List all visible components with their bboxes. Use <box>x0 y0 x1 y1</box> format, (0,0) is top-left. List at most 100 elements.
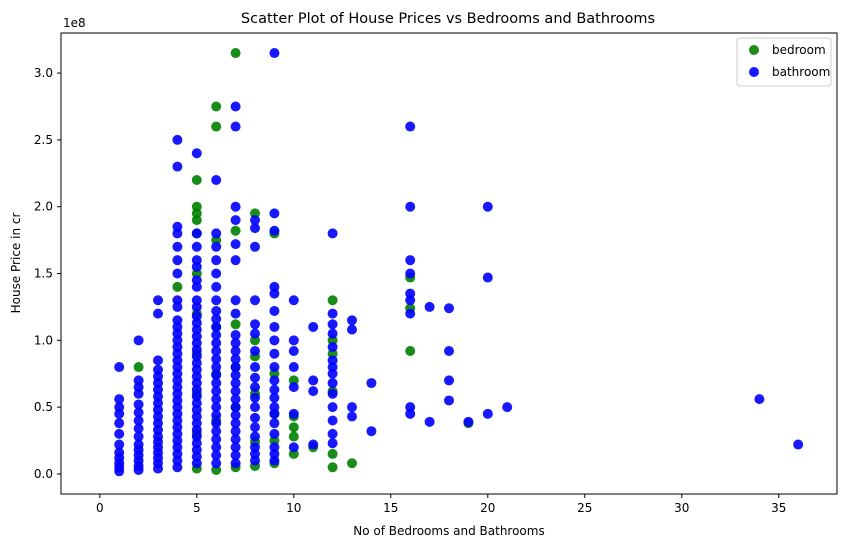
point-bathroom <box>230 215 241 226</box>
point-bathroom <box>191 148 202 159</box>
point-bathroom <box>211 378 222 389</box>
point-bathroom <box>153 295 163 306</box>
point-bathroom <box>230 402 241 413</box>
point-bathroom <box>230 386 241 397</box>
point-bathroom <box>211 418 222 429</box>
point-bathroom <box>366 378 377 389</box>
point-bedroom <box>327 295 338 306</box>
point-bathroom <box>288 442 299 453</box>
x-tick-label: 20 <box>480 501 495 515</box>
point-bathroom <box>288 382 299 393</box>
point-bathroom <box>191 295 202 306</box>
y-tick-label: 2.5 <box>34 133 53 147</box>
point-bathroom <box>230 418 241 429</box>
point-bathroom <box>191 275 202 286</box>
point-bathroom <box>250 372 260 383</box>
point-bathroom <box>211 281 222 292</box>
point-bathroom <box>211 402 222 413</box>
point-bathroom <box>230 121 241 132</box>
legend-marker-bathroom <box>749 67 759 77</box>
point-bathroom <box>269 442 280 453</box>
legend-label-bathroom: bathroom <box>772 65 830 79</box>
point-bathroom <box>405 121 416 132</box>
point-bathroom <box>230 410 241 421</box>
point-bathroom <box>250 442 260 453</box>
point-bathroom <box>250 223 260 234</box>
point-bathroom <box>444 395 454 406</box>
point-bedroom <box>191 201 202 212</box>
point-bathroom <box>405 308 416 319</box>
legend: bedroom bathroom <box>736 37 832 87</box>
point-bathroom <box>211 329 222 340</box>
point-bathroom <box>482 201 493 212</box>
point-bathroom <box>211 268 222 279</box>
point-bathroom <box>405 268 416 279</box>
y-axis-offset-text: 1e8 <box>63 16 86 30</box>
point-bathroom <box>114 418 125 429</box>
point-bathroom <box>250 382 260 393</box>
point-bathroom <box>444 346 454 357</box>
point-bathroom <box>482 408 493 419</box>
data-points <box>114 48 804 477</box>
point-bathroom <box>444 375 454 386</box>
point-bathroom <box>230 450 241 461</box>
point-bathroom <box>172 161 183 172</box>
point-bathroom <box>269 321 280 332</box>
point-bathroom <box>230 201 241 212</box>
point-bathroom <box>269 225 280 236</box>
point-bathroom <box>211 370 222 381</box>
point-bedroom <box>288 431 299 442</box>
point-bathroom <box>250 346 260 357</box>
point-bathroom <box>502 402 513 413</box>
point-bathroom <box>250 422 260 433</box>
point-bathroom <box>424 301 435 312</box>
point-bathroom <box>327 438 338 449</box>
point-bathroom <box>250 431 260 442</box>
point-bathroom <box>366 426 377 437</box>
point-bathroom <box>230 101 241 112</box>
point-bathroom <box>269 208 280 219</box>
point-bathroom <box>327 428 338 439</box>
point-bathroom <box>153 308 163 319</box>
point-bathroom <box>211 434 222 445</box>
y-tick-label: 3.0 <box>34 66 53 80</box>
point-bathroom <box>230 295 241 306</box>
point-bathroom <box>327 328 338 339</box>
point-bathroom <box>405 402 416 413</box>
point-bathroom <box>327 402 338 413</box>
point-bathroom <box>172 315 183 326</box>
point-bedroom <box>230 319 241 330</box>
point-bathroom <box>327 319 338 330</box>
point-bathroom <box>327 228 338 239</box>
point-bathroom <box>230 426 241 437</box>
point-bathroom <box>211 386 222 397</box>
point-bathroom <box>405 255 416 266</box>
y-axis-label: House Price in cr <box>9 213 23 314</box>
x-axis-label: No of Bedrooms and Bathrooms <box>353 524 544 538</box>
point-bathroom <box>230 362 241 373</box>
point-bathroom <box>250 412 260 423</box>
point-bedroom <box>191 174 202 185</box>
point-bathroom <box>211 394 222 405</box>
point-bathroom <box>211 426 222 437</box>
point-bathroom <box>250 402 260 413</box>
point-bedroom <box>327 462 338 473</box>
point-bathroom <box>327 342 338 353</box>
point-bathroom <box>230 442 241 453</box>
point-bathroom <box>308 321 319 332</box>
point-bedroom <box>211 101 222 112</box>
point-bathroom <box>191 311 202 322</box>
point-bathroom <box>250 319 260 330</box>
point-bathroom <box>288 408 299 419</box>
point-bathroom <box>211 295 222 306</box>
point-bathroom <box>269 281 280 292</box>
point-bathroom <box>230 255 241 266</box>
point-bedroom <box>405 346 416 357</box>
point-bathroom <box>133 375 144 386</box>
point-bathroom <box>172 241 183 252</box>
point-bathroom <box>230 458 241 469</box>
point-bathroom <box>133 415 144 426</box>
point-bathroom <box>133 335 144 346</box>
point-bathroom <box>269 305 280 316</box>
